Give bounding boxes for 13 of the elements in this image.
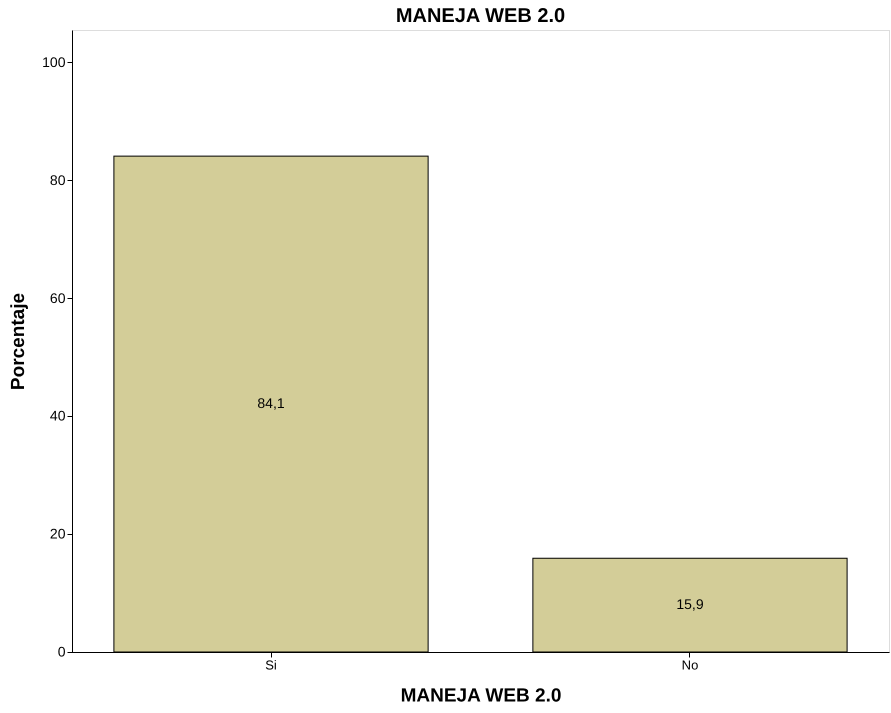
y-tick-label: 60	[50, 290, 66, 306]
y-tick-label: 0	[58, 644, 66, 660]
x-tick-label: No	[682, 658, 698, 672]
x-tick-label: Si	[265, 658, 277, 672]
y-tick-label: 20	[50, 526, 66, 542]
y-axis-title: Porcentaje	[8, 292, 30, 390]
data-label: 84,1	[257, 395, 285, 412]
y-tick-label: 80	[50, 172, 66, 188]
x-axis-title: MANEJA WEB 2.0	[400, 686, 562, 706]
data-label: 15,9	[676, 596, 704, 612]
y-tick-label: 40	[50, 408, 66, 424]
chart-title: MANEJA WEB 2.0	[396, 5, 566, 27]
y-tick-label: 100	[42, 54, 66, 70]
